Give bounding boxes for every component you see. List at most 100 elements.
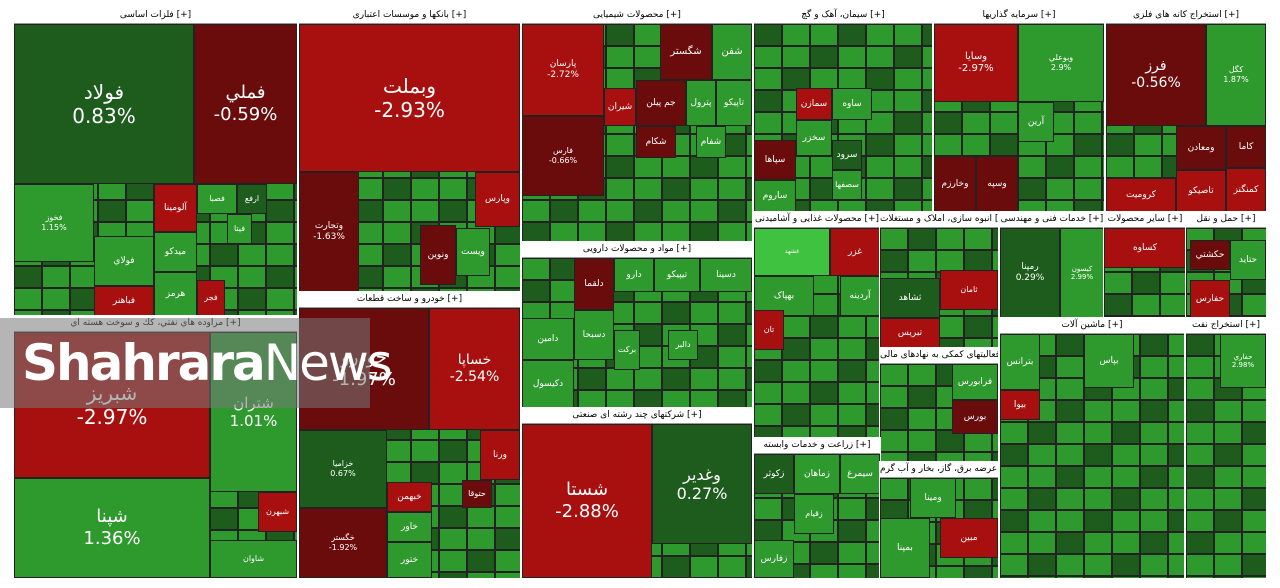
filler-tile [936,316,964,338]
tile: فباهنر [94,286,154,316]
tile: غزر [830,228,880,276]
filler-tile [746,302,752,324]
tile: وغدير 0.27% [652,424,752,544]
tile: فارس -0.66% [522,116,604,196]
tile-name: خزاميا [332,459,354,469]
filler-tile [866,542,880,564]
tile-name: بپاس [1099,355,1119,366]
filler-tile [754,382,782,404]
filler-tile [355,200,383,222]
filler-tile [866,200,894,212]
tile-name: خاور [401,521,418,532]
filler-tile [838,382,866,404]
filler-tile [467,288,495,292]
tile: رمپنا 0.29% [1000,228,1060,318]
tile-name: زكوثر [763,468,785,479]
sector-title: خدمات فنی و مهندسی [+] [1000,212,1104,228]
filler-tile [782,338,810,360]
filler-tile [880,478,908,500]
tile-change: 2.99% [1070,273,1094,281]
filler-tile [718,390,746,408]
filler-tile [1140,422,1168,444]
filler-tile [1074,178,1102,200]
tile-name: شفن [721,46,743,57]
filler-tile [908,228,936,250]
tile-name: جم پيلن [646,97,676,108]
tile-name: حتايد [1238,254,1258,265]
filler-tile [936,452,964,462]
tile: ومينا [910,478,956,518]
tile: تاپيكو [716,80,752,126]
tile: كگل 1.87% [1206,24,1266,126]
filler-tile [411,462,439,484]
tile-name: ونوين [427,249,449,260]
filler-tile [754,112,782,134]
tile: ومعادن [1176,126,1226,170]
tile: فرابورس [952,364,998,400]
tile-name: شفام [700,136,722,147]
filler-tile [126,200,154,222]
filler-tile [1112,400,1140,422]
tile-name: دلقما [584,278,604,289]
tile-name: فرابورس [957,376,993,387]
tile: كساوه [1104,228,1186,268]
tile: ثامان [940,270,998,310]
tile: خزاميا 0.67% [299,430,387,508]
tile: ويست [456,228,490,276]
filler-tile [936,250,964,272]
filler-tile [838,68,866,90]
filler-tile [1046,178,1074,200]
filler-tile [866,360,880,382]
filler-tile [439,572,467,578]
filler-tile [1112,488,1140,510]
tile-name: تاپيكو [723,97,745,108]
sector: استخراج نفت [+] حفاري 2.98% [1185,317,1267,579]
filler-tile [1140,356,1168,378]
filler-tile [42,266,70,288]
tile-name: آرين [1027,116,1045,127]
tile-change: -2.72% [547,70,579,80]
tile: فرز -0.56% [1106,24,1206,126]
filler-tile [1186,400,1214,422]
filler-tile [439,528,467,550]
filler-tile [838,404,866,426]
tile-change: -1.92% [328,543,358,552]
filler-tile [355,266,383,288]
tile-name: فباهنر [112,295,136,306]
tile-name: بيوا [1013,399,1027,410]
filler-tile [964,250,992,272]
tile: شپنا 1.36% [14,478,210,578]
filler-tile [782,360,810,382]
tile: وسايا -2.97% [934,24,1018,102]
filler-tile [14,310,42,316]
tile-change: -0.66% [548,156,578,165]
tile: دامين [522,318,574,360]
tile: شگستر [660,24,712,80]
tile: كروميت [1106,178,1176,212]
filler-tile [810,426,838,438]
filler-tile [1018,156,1046,178]
filler-tile [1046,200,1074,212]
filler-tile [992,250,998,272]
filler-tile [1000,510,1028,532]
filler-tile [922,24,932,46]
sector-title: شرکتهای چند رشته ای صنعتی [+] [522,408,752,424]
filler-tile [606,24,634,46]
filler-tile [908,408,936,430]
tile-name: حفاري [1233,352,1253,361]
sector-title: محصولات شیمیایی [+] [522,8,752,24]
sector: استخراج کانه های فلزی [+] فرز -0.56% كگل 1.8… [1105,7,1267,213]
filler-tile [810,200,838,212]
tile: فخوز 1.15% [14,184,94,262]
filler-tile [1018,178,1046,200]
tile-name: شپنا [96,506,128,528]
filler-tile [1084,400,1112,422]
filler-tile [782,404,810,426]
tile: وبوعلي 2.9% [1018,24,1104,102]
tile: فولاي [94,236,154,286]
filler-tile [439,440,467,462]
filler-tile [866,68,894,90]
filler-tile [1132,294,1160,316]
filler-tile [1140,466,1168,488]
filler-tile [495,484,520,506]
